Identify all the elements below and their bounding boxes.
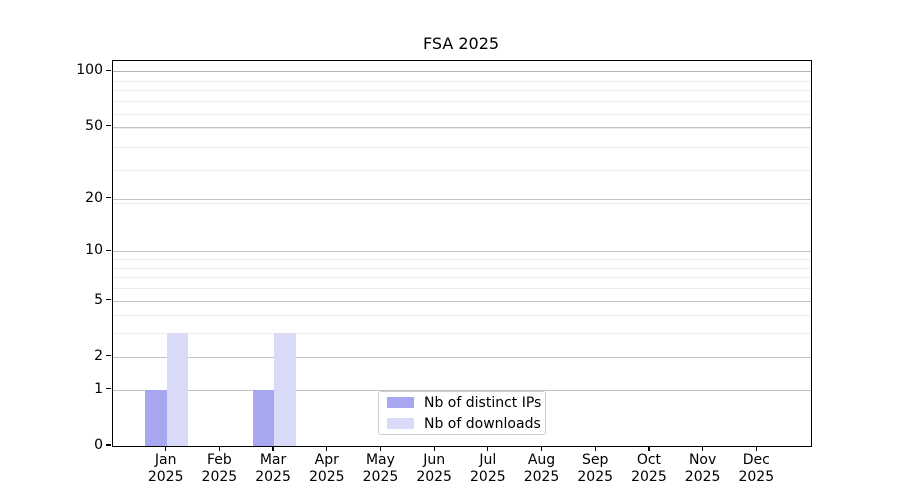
x-tick-mark <box>326 446 328 451</box>
x-tick-mark <box>218 446 220 451</box>
chart-title: FSA 2025 <box>422 34 500 53</box>
plot-area <box>112 60 812 447</box>
bar-nb-of-downloads-mar <box>274 333 296 446</box>
y-axis-tick-label: 100 <box>76 62 103 79</box>
legend-label: Nb of downloads <box>424 415 541 432</box>
x-tick-mark <box>487 446 489 451</box>
gridline-minor <box>113 169 811 171</box>
y-tick-mark <box>106 125 111 127</box>
y-tick-mark <box>106 298 111 301</box>
y-tick-mark <box>106 388 111 390</box>
gridline-major <box>113 300 811 302</box>
y-tick-mark <box>106 444 111 446</box>
bar-nb-of-downloads-jan <box>166 333 189 446</box>
y-axis-tick-label: 50 <box>85 117 103 134</box>
x-tick-mark <box>165 446 167 451</box>
x-axis-tick-label: Jun 2025 <box>416 452 452 485</box>
x-axis-tick-label: Feb 2025 <box>201 452 238 485</box>
gridline-minor <box>113 333 811 335</box>
gridline-minor <box>113 259 811 261</box>
gridline-minor <box>113 315 811 317</box>
gridline-major <box>113 198 811 200</box>
gridline-major <box>113 356 811 358</box>
gridline-minor <box>113 288 811 289</box>
x-tick-mark <box>594 446 596 451</box>
y-tick-mark <box>106 69 111 71</box>
gridline-major <box>113 71 811 73</box>
x-axis-tick-label: Mar 2025 <box>255 452 291 485</box>
x-axis-tick-label: Aug 2025 <box>523 452 560 485</box>
gridline-major <box>113 126 811 128</box>
gridline-major <box>113 389 811 391</box>
x-tick-mark <box>272 446 274 451</box>
bar-nb-of-distinct-ips-mar <box>252 389 275 446</box>
gridline-minor <box>113 202 811 204</box>
y-axis-tick-label: 1 <box>94 380 103 397</box>
gridline-minor <box>113 128 811 130</box>
y-axis-tick-label: 10 <box>85 242 103 259</box>
y-tick-mark <box>106 197 111 199</box>
x-axis-tick-label: Apr 2025 <box>308 452 345 485</box>
gridline-minor <box>113 277 811 279</box>
y-axis-tick-label: 2 <box>94 347 103 364</box>
x-tick-mark <box>540 446 543 451</box>
gridline-minor <box>113 80 811 82</box>
legend-item: Nb of downloads <box>387 415 541 433</box>
x-axis-tick-label: Sep 2025 <box>577 452 614 485</box>
y-tick-mark <box>106 355 111 357</box>
legend-label: Nb of distinct IPs <box>424 394 542 411</box>
legend-swatch <box>387 418 414 429</box>
y-axis-tick-label: 5 <box>94 291 103 308</box>
x-tick-mark <box>379 446 382 451</box>
x-axis-tick-label: Dec 2025 <box>738 452 775 485</box>
x-axis-tick-label: May 2025 <box>362 452 399 485</box>
gridline-minor <box>113 90 811 92</box>
gridline-minor <box>113 101 811 103</box>
gridline-major <box>113 251 811 253</box>
gridline-minor <box>113 146 811 148</box>
gridline-minor <box>113 113 811 115</box>
y-axis-tick-label: 20 <box>85 189 103 206</box>
legend: Nb of distinct IPs Nb of downloads <box>378 391 546 435</box>
gridline-minor <box>113 267 811 269</box>
y-tick-mark <box>106 249 111 251</box>
x-axis-tick-label: Oct 2025 <box>631 452 667 485</box>
x-axis-tick-label: Jul 2025 <box>470 452 506 485</box>
x-tick-mark <box>702 446 704 451</box>
x-axis-tick-label: Nov 2025 <box>684 452 721 485</box>
x-axis-tick-label: Jan 2025 <box>147 452 184 485</box>
x-tick-mark <box>755 446 757 451</box>
legend-item: Nb of distinct IPs <box>387 394 541 412</box>
bar-nb-of-distinct-ips-jan <box>145 389 167 446</box>
x-tick-mark <box>648 446 650 451</box>
x-tick-mark <box>433 446 435 451</box>
legend-swatch <box>387 397 414 408</box>
y-axis-tick-label: 0 <box>94 437 103 453</box>
